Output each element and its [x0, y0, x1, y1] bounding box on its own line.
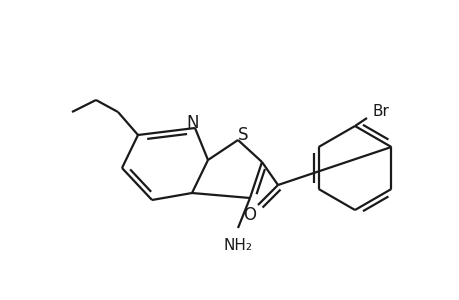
Text: Br: Br: [372, 104, 389, 119]
Text: NH₂: NH₂: [223, 238, 252, 253]
Text: S: S: [237, 126, 248, 144]
Text: O: O: [243, 206, 256, 224]
Text: N: N: [186, 114, 199, 132]
